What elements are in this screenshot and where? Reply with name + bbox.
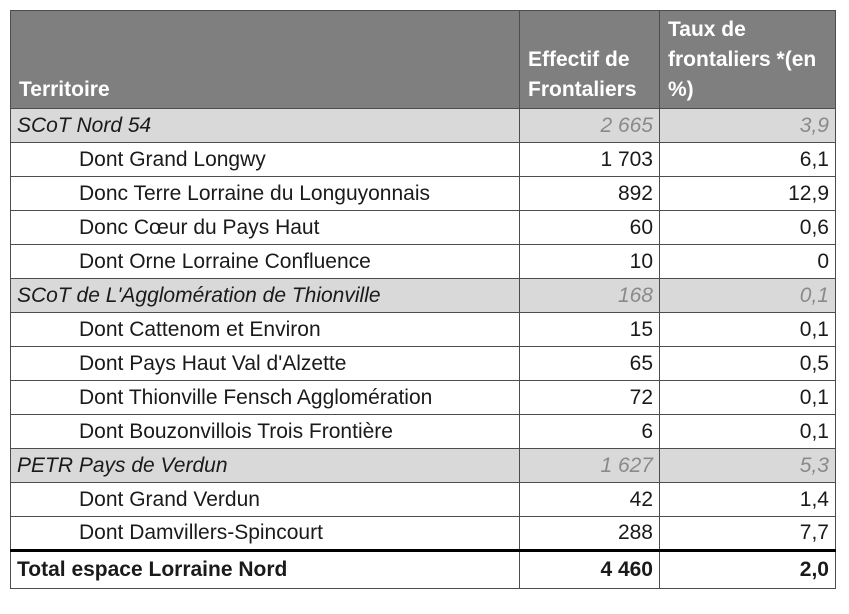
- member-taux: 0,1: [659, 312, 836, 347]
- member-name: Dont Grand Longwy: [10, 142, 520, 177]
- group-effectif: 168: [519, 278, 660, 313]
- member-effectif: 892: [519, 176, 660, 211]
- group-name: SCoT Nord 54: [10, 108, 520, 143]
- member-row: Dont Bouzonvillois Trois Frontière 6 0,1: [10, 414, 836, 449]
- group-effectif: 1 627: [519, 448, 660, 483]
- member-name: Donc Terre Lorraine du Longuyonnais: [10, 176, 520, 211]
- member-name: Donc Cœur du Pays Haut: [10, 210, 520, 245]
- member-row: Dont Cattenom et Environ 15 0,1: [10, 312, 836, 347]
- member-row: Dont Damvillers-Spincourt 288 7,7: [10, 516, 836, 551]
- group-taux: 5,3: [659, 448, 836, 483]
- member-effectif: 1 703: [519, 142, 660, 177]
- member-effectif: 6: [519, 414, 660, 449]
- member-taux: 0,1: [659, 414, 836, 449]
- member-effectif: 42: [519, 482, 660, 517]
- member-taux: 0,1: [659, 380, 836, 415]
- member-effectif: 60: [519, 210, 660, 245]
- member-name: Dont Pays Haut Val d'Alzette: [10, 346, 520, 381]
- member-name: Dont Thionville Fensch Agglomération: [10, 380, 520, 415]
- member-row: Dont Pays Haut Val d'Alzette 65 0,5: [10, 346, 836, 381]
- member-effectif: 72: [519, 380, 660, 415]
- group-row: SCoT de L'Agglomération de Thionville 168…: [10, 278, 836, 313]
- member-row: Donc Terre Lorraine du Longuyonnais 892 12…: [10, 176, 836, 211]
- group-taux: 0,1: [659, 278, 836, 313]
- member-taux: 1,4: [659, 482, 836, 517]
- member-row: Donc Cœur du Pays Haut 60 0,6: [10, 210, 836, 245]
- group-name: PETR Pays de Verdun: [10, 448, 520, 483]
- member-taux: 7,7: [659, 516, 836, 551]
- total-effectif: 4 460: [519, 549, 660, 589]
- data-table: Territoire Effectif de Frontaliers Taux …: [10, 10, 836, 589]
- total-name: Total espace Lorraine Nord: [10, 549, 520, 589]
- member-effectif: 288: [519, 516, 660, 551]
- header-row: Territoire Effectif de Frontaliers Taux …: [10, 10, 836, 109]
- member-name: Dont Cattenom et Environ: [10, 312, 520, 347]
- member-taux: 0,6: [659, 210, 836, 245]
- member-name: Dont Orne Lorraine Confluence: [10, 244, 520, 279]
- header-cell: Effectif de Frontaliers: [519, 10, 660, 109]
- group-row: PETR Pays de Verdun 1 627 5,3: [10, 448, 836, 483]
- header-cell: Taux de frontaliers *(en %): [659, 10, 836, 109]
- table-header: Territoire Effectif de Frontaliers Taux …: [10, 10, 836, 109]
- member-row: Dont Grand Verdun 42 1,4: [10, 482, 836, 517]
- total-taux: 2,0: [659, 549, 836, 589]
- member-taux: 12,9: [659, 176, 836, 211]
- member-taux: 0,5: [659, 346, 836, 381]
- member-taux: 6,1: [659, 142, 836, 177]
- member-name: Dont Bouzonvillois Trois Frontière: [10, 414, 520, 449]
- member-effectif: 10: [519, 244, 660, 279]
- total-row: Total espace Lorraine Nord 4 460 2,0: [10, 549, 836, 589]
- member-effectif: 65: [519, 346, 660, 381]
- member-row: Dont Thionville Fensch Agglomération 72 0,…: [10, 380, 836, 415]
- member-taux: 0: [659, 244, 836, 279]
- member-name: Dont Grand Verdun: [10, 482, 520, 517]
- member-row: Dont Orne Lorraine Confluence 10 0: [10, 244, 836, 279]
- header-cell: Territoire: [10, 10, 520, 109]
- member-name: Dont Damvillers-Spincourt: [10, 516, 520, 551]
- member-row: Dont Grand Longwy 1 703 6,1: [10, 142, 836, 177]
- group-name: SCoT de L'Agglomération de Thionville: [10, 278, 520, 313]
- group-effectif: 2 665: [519, 108, 660, 143]
- group-row: SCoT Nord 54 2 665 3,9: [10, 108, 836, 143]
- member-effectif: 15: [519, 312, 660, 347]
- group-taux: 3,9: [659, 108, 836, 143]
- table-body: SCoT Nord 54 2 665 3,9 Dont Grand Longwy 1 7…: [10, 108, 836, 589]
